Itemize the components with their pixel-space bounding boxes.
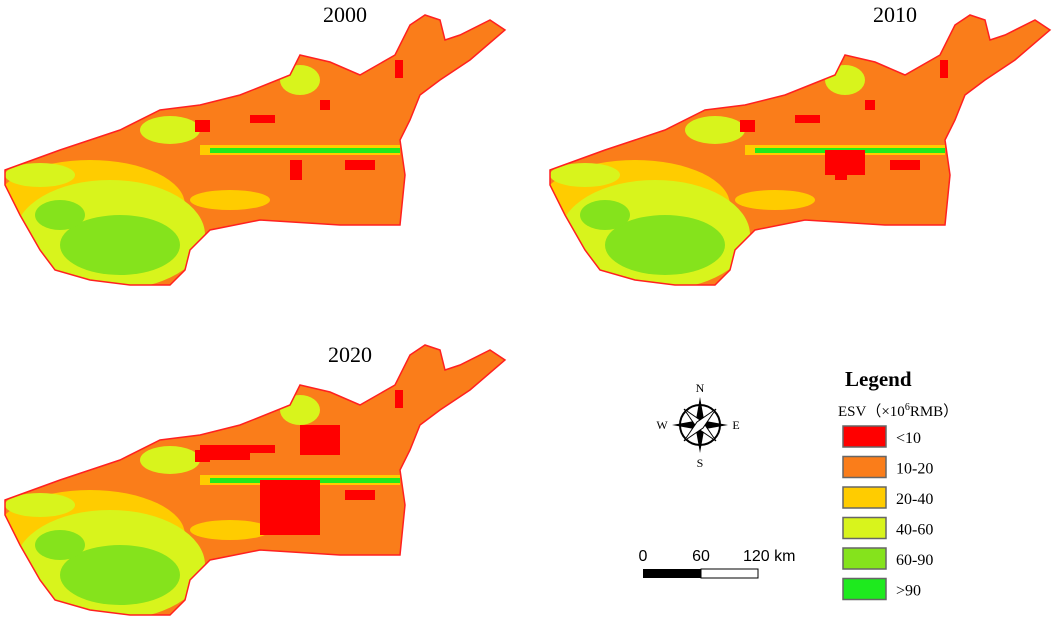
- legend-swatch: [842, 516, 887, 540]
- legend-swatch: [842, 486, 887, 509]
- compass-label: W: [656, 418, 668, 432]
- map-title: 2020: [328, 342, 372, 367]
- legend-subtitle: ESV（×106RMB）: [838, 402, 958, 420]
- compass: N S E W: [656, 381, 739, 470]
- scale-label: 120 km: [743, 548, 795, 565]
- map-2020: [0, 330, 520, 620]
- legend: Legend ESV（×106RMB） <10 10-20 20-40 40-60 60…: [838, 367, 958, 601]
- legend-swatch: [842, 455, 887, 479]
- compass-label: S: [697, 456, 704, 470]
- subtitle-sup: 6: [905, 402, 910, 413]
- compass-label: N: [696, 381, 705, 395]
- legend-swatch: [842, 425, 887, 448]
- legend-label: >90: [896, 583, 921, 600]
- legend-label: 10-20: [896, 461, 933, 478]
- legend-title: Legend: [845, 367, 912, 391]
- map-title: 2010: [873, 2, 917, 27]
- legend-label: 20-40: [896, 491, 933, 508]
- legend-swatch: [842, 577, 887, 601]
- legend-label: 60-90: [896, 552, 933, 569]
- legend-swatch: [842, 547, 887, 570]
- legend-label: 40-60: [896, 522, 933, 539]
- subtitle-text: RMB）: [910, 403, 958, 420]
- legend-label: <10: [896, 430, 921, 447]
- map-title: 2000: [323, 2, 367, 27]
- scale-bar: 0 60 120 km: [639, 548, 795, 579]
- map-2000: [0, 0, 520, 300]
- scale-label: 0: [639, 548, 648, 565]
- compass-label: E: [732, 418, 739, 432]
- scale-label: 60: [692, 548, 710, 565]
- subtitle-text: ESV（×10: [838, 403, 905, 420]
- map-2010: [540, 0, 1052, 300]
